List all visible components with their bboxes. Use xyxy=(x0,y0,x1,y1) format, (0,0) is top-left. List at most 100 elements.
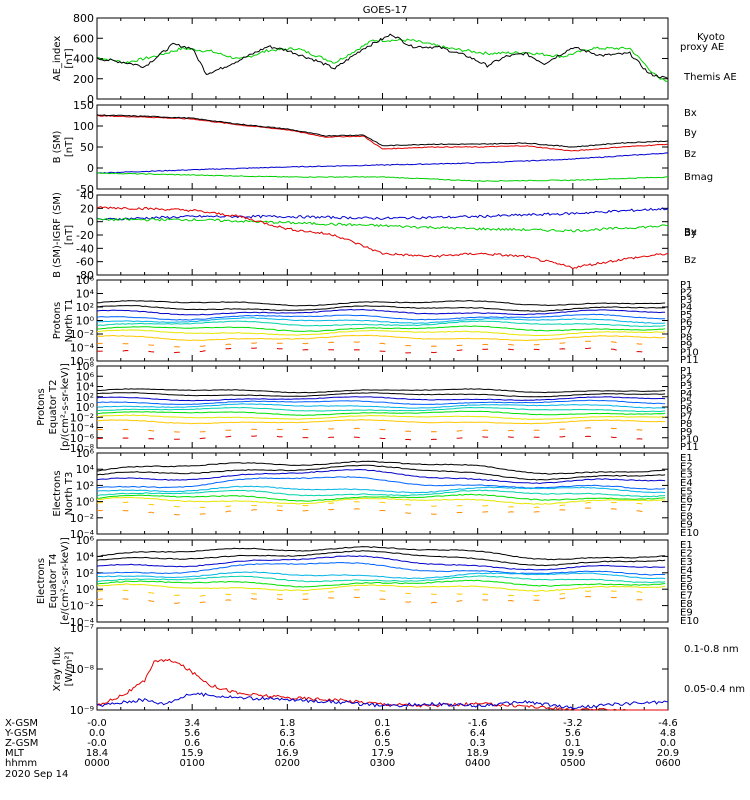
channel-legend-E4: E4 xyxy=(680,478,693,489)
y-axis-label: Electrons xyxy=(52,470,63,516)
xtick-xgsm: -3.2 xyxy=(563,718,583,729)
ytick-label: 10⁶ xyxy=(76,274,95,287)
series-line xyxy=(96,396,666,402)
series-line xyxy=(508,599,514,602)
xtick-ygsm: 5.6 xyxy=(184,728,200,739)
ytick-label: -50 xyxy=(76,183,94,196)
series-line xyxy=(225,435,232,438)
xtick-mlt: 17.9 xyxy=(371,748,393,759)
xtick-hhmm: 0100 xyxy=(179,758,204,769)
legend-bigrf-Bz: Bz xyxy=(684,255,696,266)
series-line xyxy=(96,460,666,475)
series-line xyxy=(276,598,283,600)
y-axis-label: [p/(cm²-s-sr-keV)] xyxy=(60,363,71,451)
y-axis-label: Equator T4 xyxy=(48,554,59,609)
xtick-hhmm: 0600 xyxy=(655,758,680,769)
ytick-label: 10⁶ xyxy=(76,370,95,383)
series-line xyxy=(96,152,669,174)
series-line xyxy=(636,510,643,513)
series-line xyxy=(225,505,232,507)
xtick-hhmm: 0400 xyxy=(465,758,490,769)
y-axis-label: [nT] xyxy=(64,225,75,245)
xtick-mlt: 20.9 xyxy=(657,748,679,759)
xtick-zgsm: 0.0 xyxy=(660,738,676,749)
channel-legend-E2: E2 xyxy=(680,461,693,472)
channel-legend-E8: E8 xyxy=(680,511,693,522)
xtick-hhmm: 0500 xyxy=(560,758,585,769)
ytick-label: 100 xyxy=(73,120,94,133)
series-line xyxy=(96,320,666,328)
series-line xyxy=(122,349,129,352)
series-line xyxy=(456,349,463,351)
legend-themis-ae: Themis AE xyxy=(683,72,737,83)
channel-legend-E2: E2 xyxy=(680,548,693,559)
y-axis-label: North T1 xyxy=(64,299,75,343)
series-line xyxy=(122,501,129,504)
channel-legend-E4: E4 xyxy=(680,565,693,576)
ytick-label: 600 xyxy=(73,32,94,45)
series-line xyxy=(507,594,514,597)
series-line xyxy=(251,509,257,511)
series-line xyxy=(96,38,669,83)
series-line xyxy=(122,598,129,600)
date-label: 2020 Sep 14 xyxy=(5,769,68,780)
row-label-hhmm: hhmm xyxy=(5,758,37,769)
xtick-xgsm: -1.6 xyxy=(468,718,488,729)
ytick-label: 0 xyxy=(87,93,94,106)
ytick-label: 10⁴ xyxy=(76,381,95,394)
channel-legend-E7: E7 xyxy=(680,591,693,602)
series-line xyxy=(585,590,591,592)
legend-xray-short: 0.05-0.4 nm xyxy=(684,684,745,695)
series-line xyxy=(508,344,514,346)
xtick-hhmm: 0200 xyxy=(275,758,300,769)
channel-legend-P1: P1 xyxy=(680,366,692,377)
xtick-hhmm: 0000 xyxy=(84,758,109,769)
series-line xyxy=(379,342,386,345)
series-line xyxy=(96,305,666,312)
series-line xyxy=(405,438,412,441)
channel-legend-P9: P9 xyxy=(680,427,692,438)
series-line xyxy=(96,308,666,316)
xtick-xgsm: 0.1 xyxy=(375,718,391,729)
ytick-label: 150 xyxy=(73,99,94,112)
channel-legend-P7: P7 xyxy=(680,325,692,336)
xtick-ygsm: 5.6 xyxy=(565,728,581,739)
series-line xyxy=(97,496,666,505)
series-line xyxy=(96,392,666,398)
channel-legend-P11: P11 xyxy=(680,355,699,366)
series-line xyxy=(482,504,489,507)
ytick-label: 10² xyxy=(76,391,94,404)
series-line xyxy=(405,601,412,603)
xtick-mlt: 18.4 xyxy=(86,748,108,759)
series-line xyxy=(96,579,666,588)
ytick-label: 200 xyxy=(73,73,94,86)
series-line xyxy=(96,313,666,321)
ytick-label: 10⁻⁸ xyxy=(70,663,95,676)
series-line xyxy=(610,508,617,510)
ytick-label: 50 xyxy=(80,141,94,154)
ytick-label: 10⁻² xyxy=(70,411,94,424)
ytick-label: 10² xyxy=(76,301,94,314)
panel-frame-0 xyxy=(96,17,669,100)
ytick-label: 10⁴ xyxy=(76,550,95,563)
channel-legend-E1: E1 xyxy=(680,453,693,464)
series-line xyxy=(353,436,360,439)
y-axis-label: North T3 xyxy=(64,472,75,516)
series-line xyxy=(508,511,514,513)
channel-legend-P3: P3 xyxy=(680,295,692,306)
channel-legend-P5: P5 xyxy=(680,310,692,321)
series-line xyxy=(559,342,566,344)
series-line xyxy=(430,505,437,507)
xtick-mlt: 18.9 xyxy=(467,748,489,759)
series-line xyxy=(559,435,566,438)
y-axis-label: [nT] xyxy=(64,48,75,68)
ytick-label: 10⁶ xyxy=(76,534,95,547)
series-line xyxy=(610,596,617,599)
series-line xyxy=(610,341,617,344)
ytick-label: -80 xyxy=(76,269,94,282)
channel-legend-P1: P1 xyxy=(680,280,692,291)
series-line xyxy=(96,325,666,332)
series-line xyxy=(610,436,617,439)
xtick-ygsm: 0.0 xyxy=(89,728,105,739)
ytick-label: 10² xyxy=(76,567,94,580)
